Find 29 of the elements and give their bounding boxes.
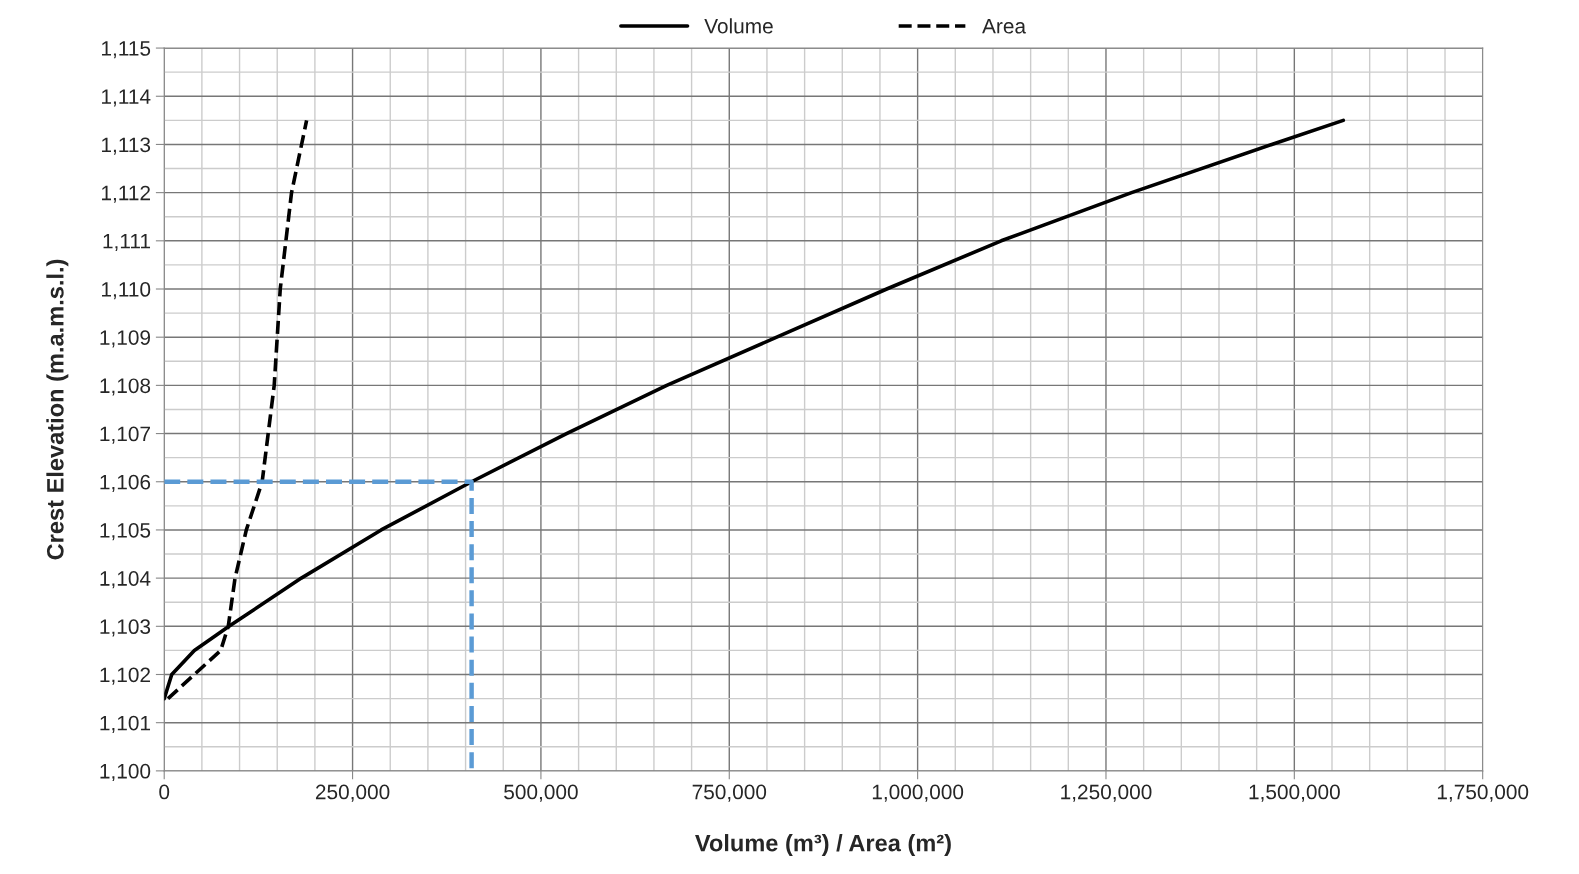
line-series bbox=[164, 118, 1346, 701]
y-tick-label: 1,102 bbox=[100, 667, 150, 685]
x-tick-label: 1,500,000 bbox=[1249, 784, 1340, 802]
y-tick-label: 1,106 bbox=[100, 474, 151, 492]
x-axis-title: Volume (m³) / Area (m²) bbox=[695, 834, 951, 857]
y-tick-label: 1,107 bbox=[100, 426, 150, 444]
y-tick-label: 1,110 bbox=[102, 282, 151, 300]
y-tick-label: 1,105 bbox=[100, 522, 151, 541]
y-tick-label: 1,108 bbox=[100, 378, 151, 396]
x-tick-label: 750,000 bbox=[692, 784, 767, 802]
y-tick-label: 1,113 bbox=[102, 137, 151, 155]
y-tick-label: 1,115 bbox=[102, 41, 151, 59]
x-tick-label: 1,250,000 bbox=[1061, 784, 1152, 802]
y-axis-title: Crest Elevation (m.a.m.s.l.) bbox=[46, 259, 69, 560]
y-tick-label: 1,104 bbox=[100, 571, 151, 589]
legend-label: Area bbox=[982, 19, 1027, 34]
x-tick-label: 500,000 bbox=[504, 784, 578, 802]
x-tick-label: 0 bbox=[159, 784, 170, 800]
y-tick-label: 1,114 bbox=[102, 89, 151, 107]
y-tick-label: 1,100 bbox=[100, 763, 151, 782]
y-tick-label: 1,103 bbox=[100, 619, 151, 637]
x-tick-label: 1,750,000 bbox=[1437, 784, 1529, 802]
y-tick-label: 1,109 bbox=[100, 330, 151, 348]
y-tick-label: 1,111 bbox=[103, 234, 151, 252]
x-tick-label: 1,000,000 bbox=[872, 784, 964, 802]
x-tick-label: 250,000 bbox=[315, 784, 390, 802]
y-tick-label: 1,112 bbox=[102, 185, 150, 203]
legend-label: Volume bbox=[704, 18, 773, 34]
y-tick-label: 1,101 bbox=[100, 715, 151, 733]
